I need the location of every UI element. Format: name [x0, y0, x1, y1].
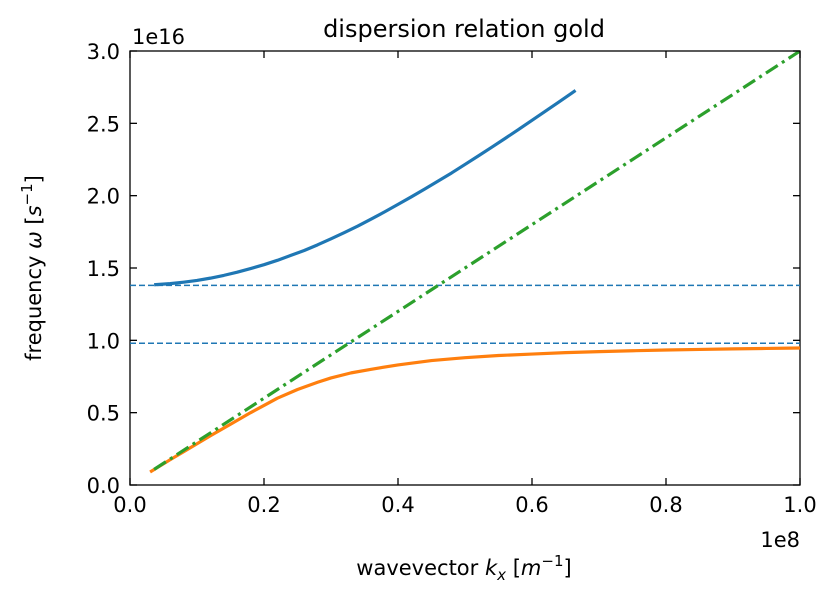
- series-layer: [130, 51, 800, 474]
- series-line-2: [153, 51, 800, 471]
- y-axis-multiplier: 1e16: [132, 25, 185, 49]
- y-axis-label: frequency ω [s−1]: [18, 175, 46, 361]
- y-tick-label-5: 2.5: [87, 112, 120, 136]
- y-tick-label-2: 1.0: [87, 329, 120, 353]
- x-axis-label: wavevector kx [m−1]: [356, 552, 571, 584]
- x-tick-label-0: 0.0: [113, 493, 146, 517]
- y-tick-label-1: 0.5: [87, 402, 120, 426]
- x-tick-label-1: 0.2: [247, 493, 280, 517]
- y-tick-label-4: 2.0: [87, 185, 120, 209]
- plot-area: 0.0 0.2 0.4 0.6 0.8 1.0 0.0 0.5 1.0 1.5 2.0 2.5 3.0: [87, 40, 817, 517]
- ticks-layer: 0.0 0.2 0.4 0.6 0.8 1.0 0.0 0.5 1.0 1.5 2.0 2.5 3.0: [87, 40, 817, 517]
- x-tick-label-4: 0.8: [649, 493, 682, 517]
- chart-title: dispersion relation gold: [323, 15, 605, 43]
- y-tick-label-3: 1.5: [87, 257, 120, 281]
- y-tick-label-0: 0.0: [87, 474, 120, 498]
- series-line-0: [154, 89, 577, 287]
- x-tick-label-2: 0.4: [381, 493, 414, 517]
- series-line-1: [149, 346, 800, 474]
- x-axis-multiplier: 1e8: [760, 528, 800, 552]
- x-tick-label-5: 1.0: [783, 493, 816, 517]
- y-tick-label-6: 3.0: [87, 40, 120, 64]
- x-tick-label-3: 0.6: [515, 493, 548, 517]
